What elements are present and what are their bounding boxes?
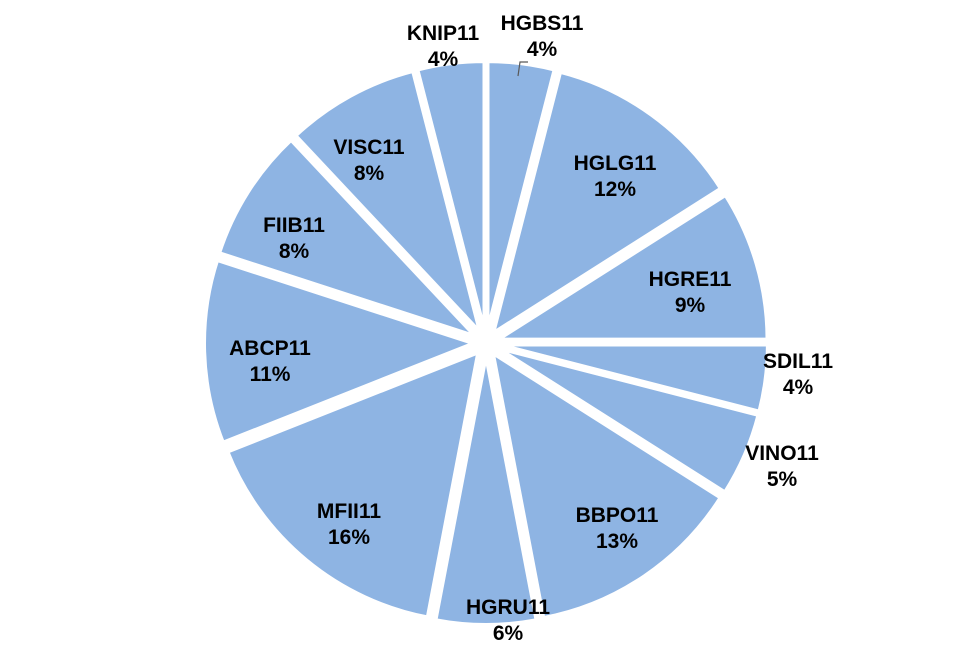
slice-percent-label: 9% <box>675 294 706 317</box>
pie-slice-knip11 <box>415 59 487 334</box>
slice-name-label: HGRU11 <box>466 596 550 619</box>
leader-lines <box>517 61 528 77</box>
pie-slice-abcp11 <box>202 257 477 445</box>
slice-label-bbpo11: BBPO11 13% <box>576 504 659 553</box>
pie-slice-hgre11 <box>495 192 770 342</box>
slice-percent-label: 4% <box>428 48 459 71</box>
pie-slice-vino11 <box>495 345 761 495</box>
pie-slice-hgru11 <box>433 353 539 627</box>
slice-name-label: ABCP11 <box>229 337 311 360</box>
pie-slice-mfii11 <box>225 350 481 620</box>
slice-label-knip11: KNIP11 4% <box>407 22 480 71</box>
slice-name-label: HGLG11 <box>574 152 657 175</box>
slice-label-mfii11: MFII11 16% <box>317 500 382 549</box>
slice-percent-label: 5% <box>767 468 798 491</box>
slice-label-hglg11: HGLG11 12% <box>574 152 657 201</box>
pie-slices <box>202 59 770 627</box>
slice-percent-label: 11% <box>250 363 291 386</box>
slice-label-visc11: VISC11 8% <box>333 136 405 185</box>
pie-slice-hglg11 <box>491 69 724 336</box>
slice-percent-label: 8% <box>354 162 385 185</box>
slice-label-hgru11: HGRU11 6% <box>466 596 550 645</box>
slice-percent-label: 16% <box>328 526 370 549</box>
slice-percent-label: 12% <box>594 178 636 201</box>
slice-percent-label: 4% <box>783 376 814 399</box>
slice-name-label: HGBS11 <box>501 12 584 35</box>
slice-percent-label: 8% <box>279 240 310 263</box>
slice-label-sdil11: SDIL11 4% <box>763 350 833 399</box>
slice-name-label: HGRE11 <box>649 268 732 291</box>
slice-name-label: KNIP11 <box>407 22 480 45</box>
pie-slice-sdil11 <box>495 342 770 414</box>
slice-name-label: SDIL11 <box>763 350 833 373</box>
pie-slice-fiib11 <box>217 137 478 339</box>
slice-name-label: FIIB11 <box>263 214 325 237</box>
slice-name-label: BBPO11 <box>576 504 659 527</box>
slice-label-hgbs11: HGBS11 4% <box>501 12 584 61</box>
slice-label-abcp11: ABCP11 11% <box>229 337 311 386</box>
slice-percent-label: 13% <box>596 530 638 553</box>
leader-line-hgbs11 <box>517 61 528 77</box>
pie-slice-visc11 <box>293 68 483 335</box>
slice-name-label: VINO11 <box>745 442 819 465</box>
slice-label-fiib11: FIIB11 8% <box>263 214 325 263</box>
slice-name-label: VISC11 <box>333 136 405 159</box>
slice-labels: HGBS11 4% HGLG11 12% HGRE11 9% SDIL11 4% VINO11 5… <box>229 12 833 645</box>
slice-name-label: MFII11 <box>317 500 382 523</box>
slice-label-vino11: VINO11 5% <box>745 442 819 491</box>
slice-label-hgre11: HGRE11 9% <box>649 268 732 317</box>
pie-slice-bbpo11 <box>490 350 723 621</box>
slice-percent-label: 6% <box>493 622 524 645</box>
slice-percent-label: 4% <box>527 38 558 61</box>
pie-slice-hgbs11 <box>485 59 557 334</box>
